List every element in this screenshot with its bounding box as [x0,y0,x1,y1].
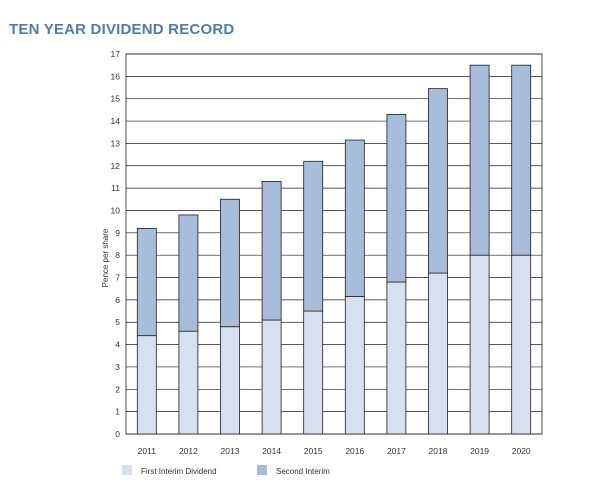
y-tick-label: 14 [111,116,121,126]
bar-first-interim-2015 [303,310,324,435]
bar-second-interim-2019 [469,64,490,256]
y-tick-label: 16 [111,71,121,81]
bar-second-interim-2016 [344,139,365,297]
y-tick-label: 2 [115,384,120,394]
legend-swatch [122,465,132,475]
y-tick-label: 6 [115,295,120,305]
x-tick-label: 2017 [387,446,406,456]
y-tick-label: 9 [115,228,120,238]
bar-first-interim-2011 [136,335,157,435]
page-title: TEN YEAR DIVIDEND RECORD [9,21,235,38]
x-tick-label: 2012 [179,446,198,456]
legend-label: First Interim Dividend [141,467,217,476]
y-tick-label: 13 [111,138,121,148]
bar-second-interim-2011 [136,227,157,337]
x-tick-label: 2015 [304,446,323,456]
x-axis-ticks: 2011 2012 2013 2014 2015 2016 2017 2018 2019 2020 [138,446,531,456]
bar-first-interim-2016 [344,296,365,435]
y-tick-label: 0 [115,429,120,439]
x-tick-label: 2011 [138,446,157,456]
bar-second-interim-2020 [511,64,532,256]
bar-second-interim-2012 [178,214,199,332]
bar-second-interim-2018 [428,88,448,274]
x-tick-label: 2019 [470,446,489,456]
y-tick-label: 1 [115,407,120,417]
y-tick-label: 7 [115,273,120,283]
y-axis-label: Pence per share [101,228,110,287]
x-tick-label: 2014 [262,446,281,456]
bar-first-interim-2014 [261,319,282,435]
y-tick-label: 12 [111,161,121,171]
x-tick-label: 2013 [221,446,240,456]
bar-first-interim-2012 [178,330,199,435]
bar-second-interim-2015 [303,160,324,312]
y-tick-label: 10 [111,205,121,215]
y-tick-label: 3 [115,362,120,372]
bars-layer [136,64,532,435]
y-tick-label: 15 [111,94,121,104]
bar-second-interim-2013 [220,198,240,328]
bar-first-interim-2020 [511,254,532,435]
legend-swatch [257,465,267,475]
bar-second-interim-2014 [261,181,282,321]
bar-first-interim-2013 [220,326,240,435]
bar-first-interim-2019 [469,254,490,435]
x-tick-label: 2018 [429,446,448,456]
y-tick-label: 8 [115,250,120,260]
x-tick-label: 2020 [512,446,531,456]
legend: First Interim Dividend Second Interim [122,465,330,476]
y-tick-label: 4 [115,340,120,350]
y-tick-label: 17 [111,49,121,59]
x-tick-label: 2016 [345,446,364,456]
y-tick-label: 5 [115,317,120,327]
y-tick-label: 11 [111,183,120,193]
legend-label: Second Interim [276,467,330,476]
bar-second-interim-2017 [386,113,407,283]
plot-frame [125,53,543,435]
bar-first-interim-2017 [386,281,407,435]
bar-first-interim-2018 [428,272,448,435]
